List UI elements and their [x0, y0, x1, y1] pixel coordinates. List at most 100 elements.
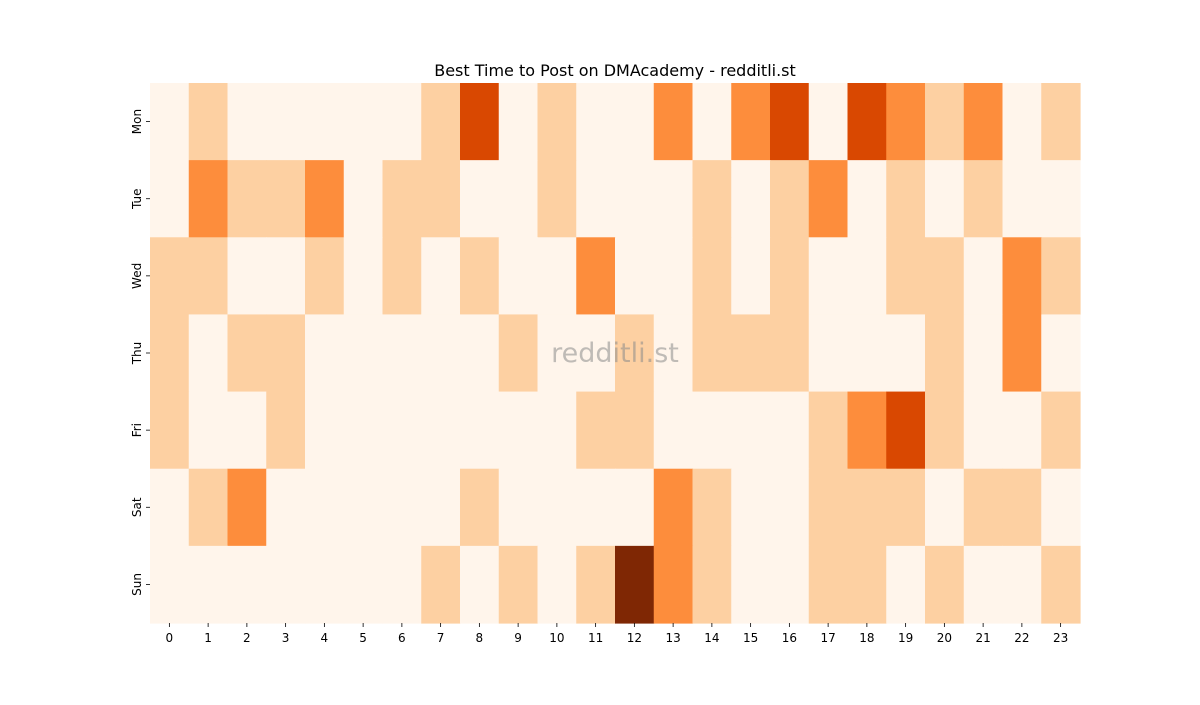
heatmap-cell-thu-11 — [576, 314, 616, 393]
heatmap-cell-thu-18 — [847, 314, 887, 393]
heatmap-cell-thu-10 — [537, 314, 577, 393]
heatmap-cell-thu-4 — [305, 314, 345, 393]
x-tick-label-17: 17 — [820, 631, 835, 645]
heatmap-cells — [150, 83, 1081, 624]
heatmap-cell-fri-6 — [382, 391, 422, 470]
heatmap-cell-tue-19 — [886, 160, 926, 238]
heatmap-cell-sat-21 — [963, 468, 1004, 547]
heatmap-cell-sat-9 — [498, 468, 539, 547]
heatmap-cell-tue-1 — [188, 160, 229, 238]
heatmap-cell-mon-2 — [227, 83, 267, 161]
y-tick-label-tue: Tue — [130, 188, 144, 210]
heatmap-cell-thu-7 — [421, 314, 461, 393]
heatmap-cell-tue-9 — [498, 160, 539, 238]
heatmap-cell-mon-15 — [731, 83, 771, 161]
x-tick-label-5: 5 — [359, 631, 367, 645]
y-tick-label-wed: Wed — [130, 263, 144, 289]
heatmap-cell-thu-20 — [925, 314, 965, 393]
heatmap-cell-sat-2 — [227, 468, 267, 547]
heatmap-cell-thu-12 — [615, 314, 655, 393]
heatmap-cell-mon-10 — [537, 83, 577, 161]
heatmap-cell-sun-14 — [692, 545, 732, 624]
heatmap-cell-tue-22 — [1002, 160, 1042, 238]
heatmap-cell-wed-17 — [808, 237, 849, 316]
heatmap-cell-thu-0 — [150, 314, 190, 393]
heatmap-cell-sun-11 — [576, 545, 616, 624]
heatmap-cell-tue-11 — [576, 160, 616, 238]
heatmap-cell-mon-5 — [343, 83, 384, 161]
x-tick-label-10: 10 — [549, 631, 564, 645]
heatmap-cell-fri-23 — [1041, 391, 1081, 470]
heatmap-cell-thu-2 — [227, 314, 267, 393]
heatmap-cell-tue-12 — [615, 160, 655, 238]
heatmap-cell-fri-3 — [266, 391, 306, 470]
heatmap-cell-sun-19 — [886, 545, 926, 624]
heatmap-cell-fri-9 — [498, 391, 539, 470]
heatmap-cell-wed-23 — [1041, 237, 1081, 316]
heatmap-cell-mon-12 — [615, 83, 655, 161]
heatmap-cell-mon-20 — [925, 83, 965, 161]
heatmap-cell-wed-13 — [653, 237, 694, 316]
heatmap-cell-sat-15 — [731, 468, 771, 547]
heatmap-cell-tue-20 — [925, 160, 965, 238]
x-tick-label-14: 14 — [704, 631, 719, 645]
heatmap-cell-sun-8 — [460, 545, 500, 624]
heatmap-cell-wed-22 — [1002, 237, 1042, 316]
chart-title: Best Time to Post on DMAcademy - redditl… — [434, 61, 796, 80]
heatmap-cell-sun-7 — [421, 545, 461, 624]
heatmap-cell-fri-15 — [731, 391, 771, 470]
heatmap-cell-tue-3 — [266, 160, 306, 238]
heatmap-cell-sat-0 — [150, 468, 190, 547]
heatmap-cell-wed-11 — [576, 237, 616, 316]
heatmap-cell-wed-16 — [770, 237, 810, 316]
heatmap-cell-wed-7 — [421, 237, 461, 316]
heatmap-cell-fri-7 — [421, 391, 461, 470]
heatmap-cell-tue-16 — [770, 160, 810, 238]
heatmap-cell-sun-1 — [188, 545, 229, 624]
watermark: redditli.st — [551, 338, 679, 369]
x-tick-label-9: 9 — [514, 631, 522, 645]
heatmap-cell-mon-4 — [305, 83, 345, 161]
heatmap-cell-fri-11 — [576, 391, 616, 470]
heatmap-cell-tue-18 — [847, 160, 887, 238]
heatmap-cell-sun-16 — [770, 545, 810, 624]
x-tick-label-1: 1 — [204, 631, 212, 645]
heatmap-cell-fri-2 — [227, 391, 267, 470]
heatmap-cell-thu-16 — [770, 314, 810, 393]
heatmap-cell-mon-16 — [770, 83, 810, 161]
heatmap-cell-mon-19 — [886, 83, 926, 161]
heatmap-cell-mon-22 — [1002, 83, 1042, 161]
y-tick-label-thu: Thu — [130, 342, 144, 366]
heatmap-cell-tue-5 — [343, 160, 384, 238]
heatmap-cell-wed-18 — [847, 237, 887, 316]
x-tick-label-8: 8 — [476, 631, 484, 645]
y-tick-label-sat: Sat — [130, 497, 144, 517]
heatmap-cell-wed-15 — [731, 237, 771, 316]
heatmap-cell-wed-10 — [537, 237, 577, 316]
heatmap-cell-mon-13 — [653, 83, 694, 161]
x-tick-label-4: 4 — [321, 631, 329, 645]
heatmap-cell-tue-7 — [421, 160, 461, 238]
x-tick-label-13: 13 — [665, 631, 680, 645]
heatmap-cell-mon-17 — [808, 83, 849, 161]
x-tick-label-11: 11 — [588, 631, 603, 645]
heatmap-cell-fri-13 — [653, 391, 694, 470]
heatmap-cell-mon-6 — [382, 83, 422, 161]
heatmap-cell-sat-20 — [925, 468, 965, 547]
heatmap-cell-fri-17 — [808, 391, 849, 470]
heatmap-cell-tue-21 — [963, 160, 1004, 238]
heatmap-cell-sat-12 — [615, 468, 655, 547]
heatmap-cell-sun-13 — [653, 545, 694, 624]
heatmap-cell-fri-16 — [770, 391, 810, 470]
heatmap-cell-sat-17 — [808, 468, 849, 547]
heatmap-cell-sun-23 — [1041, 545, 1081, 624]
heatmap-cell-mon-1 — [188, 83, 229, 161]
heatmap-cell-sat-22 — [1002, 468, 1042, 547]
heatmap-cell-wed-12 — [615, 237, 655, 316]
heatmap-cell-thu-8 — [460, 314, 500, 393]
heatmap-cell-wed-0 — [150, 237, 190, 316]
heatmap-cell-mon-21 — [963, 83, 1004, 161]
heatmap-cell-sun-15 — [731, 545, 771, 624]
heatmap-cell-thu-6 — [382, 314, 422, 393]
